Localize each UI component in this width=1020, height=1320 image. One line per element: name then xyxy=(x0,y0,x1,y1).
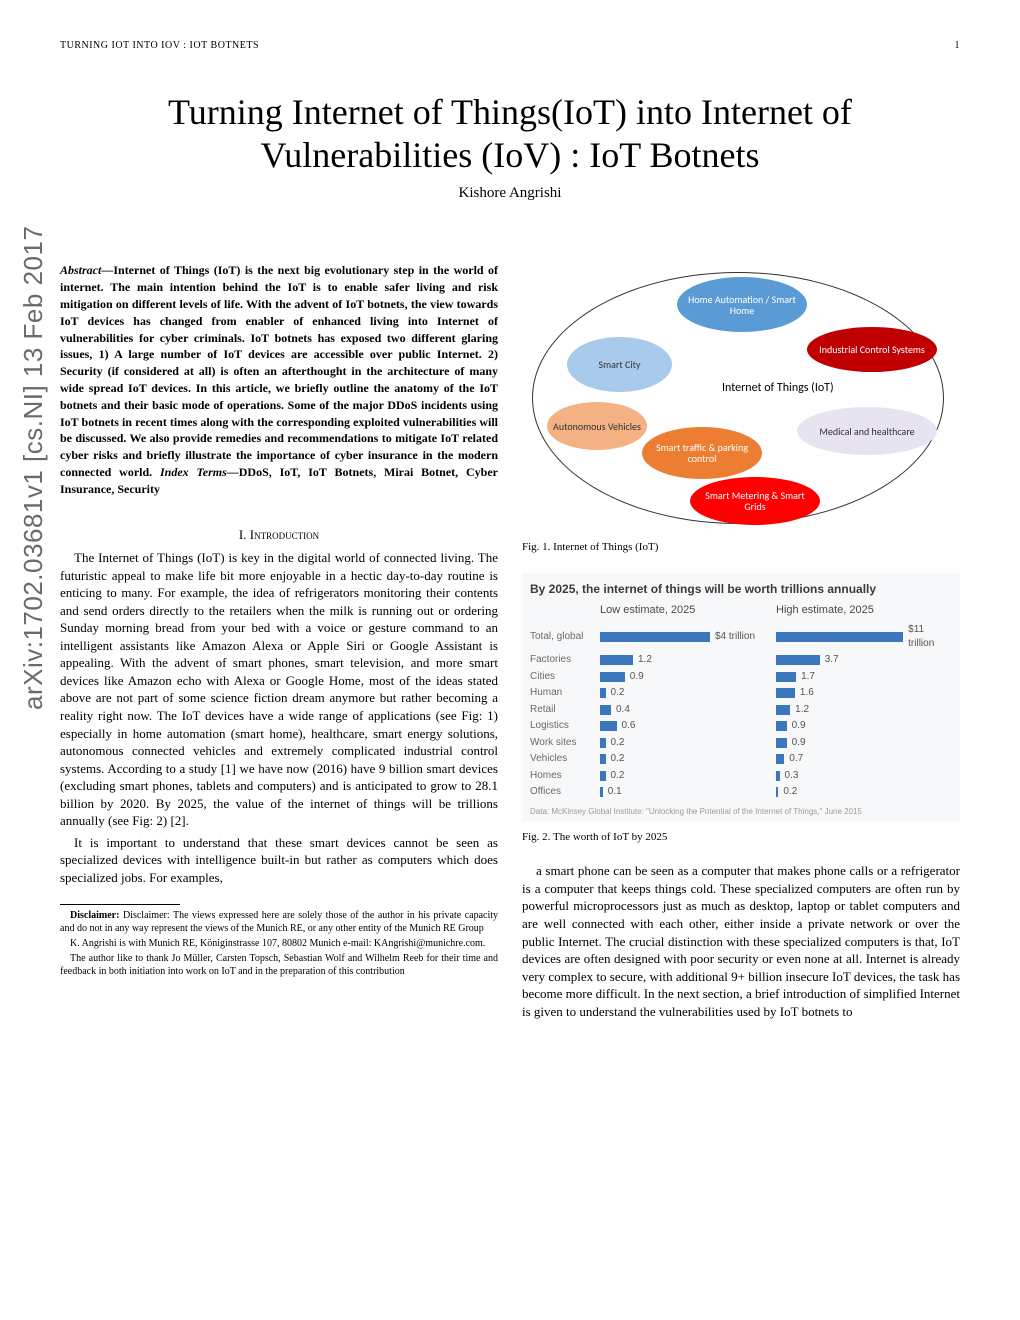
fig2-row-label: Factories xyxy=(530,653,600,667)
fig2-bar-high: 3.7 xyxy=(776,653,952,667)
fig2-bar-high: 0.9 xyxy=(776,736,952,750)
fig2-bar-low: 0.2 xyxy=(600,769,776,783)
fig2-bar-low: 1.2 xyxy=(600,653,776,667)
figure-2-bar-chart: By 2025, the internet of things will be … xyxy=(522,573,960,821)
fig2-row-label: Homes xyxy=(530,769,600,783)
fig2-row-label: Total, global xyxy=(530,630,600,644)
fig2-row-label: Offices xyxy=(530,785,600,799)
fig2-bar-high: 0.9 xyxy=(776,719,952,733)
fig1-center-label: Internet of Things (IoT) xyxy=(722,380,834,396)
fig1-bubble-home: Home Automation / Smart Home xyxy=(677,277,807,332)
fig1-bubble-city: Smart City xyxy=(567,337,672,392)
fig2-bar-high: $11 trillion xyxy=(776,623,952,650)
right-body-paragraph: a smart phone can be seen as a computer … xyxy=(522,862,960,1020)
fig2-source: Data: McKinsey Global Institute: "Unlock… xyxy=(530,807,952,818)
arxiv-stamp: arXiv:1702.03681v1 [cs.NI] 13 Feb 2017 xyxy=(18,226,49,710)
fig2-bar-low: 0.4 xyxy=(600,703,776,717)
fig2-bar-high: 0.2 xyxy=(776,785,952,799)
fig2-row-label: Retail xyxy=(530,703,600,717)
running-title: TURNING IOT INTO IOV : IOT BOTNETS xyxy=(60,40,259,51)
page-number: 1 xyxy=(955,40,961,51)
figure-1-iot-diagram: Home Automation / Smart HomeIndustrial C… xyxy=(522,272,960,532)
paper-author: Kishore Angrishi xyxy=(60,185,960,202)
fig2-bar-high: 1.7 xyxy=(776,670,952,684)
abstract-label: Abstract— xyxy=(60,263,113,277)
fig2-bar-high: 1.6 xyxy=(776,686,952,700)
index-terms-label: Index Terms— xyxy=(160,465,239,479)
fig2-bar-low: 0.6 xyxy=(600,719,776,733)
fig2-bar-low: 0.9 xyxy=(600,670,776,684)
abstract: Abstract—Internet of Things (IoT) is the… xyxy=(60,262,498,497)
fig2-row-label: Work sites xyxy=(530,736,600,750)
fig1-bubble-traffic: Smart traffic & parking control xyxy=(642,427,762,479)
figure-2-caption: Fig. 2. The worth of IoT by 2025 xyxy=(522,830,960,845)
footnote-affiliation: K. Angrishi is with Munich RE, Königinst… xyxy=(60,937,498,950)
fig2-bar-high: 0.7 xyxy=(776,752,952,766)
fig2-bar-low: $4 trillion xyxy=(600,630,776,644)
footnote-1-text: Disclaimer: The views expressed here are… xyxy=(60,910,498,934)
abstract-body: Internet of Things (IoT) is the next big… xyxy=(60,263,498,479)
fig2-col-high: High estimate, 2025 xyxy=(776,603,952,620)
footnote-disclaimer: Disclaimer: Disclaimer: The views expres… xyxy=(60,909,498,935)
paper-title: Turning Internet of Things(IoT) into Int… xyxy=(60,91,960,177)
fig2-bar-high: 0.3 xyxy=(776,769,952,783)
fig2-row-label: Human xyxy=(530,686,600,700)
fig2-row-label: Cities xyxy=(530,670,600,684)
section-heading-intro: I. Introduction xyxy=(60,526,498,544)
intro-paragraph-2: It is important to understand that these… xyxy=(60,834,498,887)
fig2-bar-low: 0.1 xyxy=(600,785,776,799)
fig2-bar-low: 0.2 xyxy=(600,686,776,700)
fig2-col-low: Low estimate, 2025 xyxy=(600,603,776,620)
figure-1-caption: Fig. 1. Internet of Things (IoT) xyxy=(522,540,960,555)
fig2-title: By 2025, the internet of things will be … xyxy=(530,581,952,597)
fig2-row-label: Vehicles xyxy=(530,752,600,766)
footnote-acknowledgment: The author like to thank Jo Müller, Cars… xyxy=(60,952,498,978)
right-column: Home Automation / Smart HomeIndustrial C… xyxy=(522,262,960,1024)
footnote-separator xyxy=(60,904,180,905)
fig2-bar-low: 0.2 xyxy=(600,736,776,750)
left-column: Abstract—Internet of Things (IoT) is the… xyxy=(60,262,498,1024)
fig2-bar-low: 0.2 xyxy=(600,752,776,766)
fig1-bubble-meter: Smart Metering & Smart Grids xyxy=(690,477,820,525)
intro-paragraph-1: The Internet of Things (IoT) is key in t… xyxy=(60,549,498,830)
running-header: TURNING IOT INTO IOV : IOT BOTNETS 1 xyxy=(60,40,960,51)
fig2-row-label: Logistics xyxy=(530,719,600,733)
fig2-bar-high: 1.2 xyxy=(776,703,952,717)
